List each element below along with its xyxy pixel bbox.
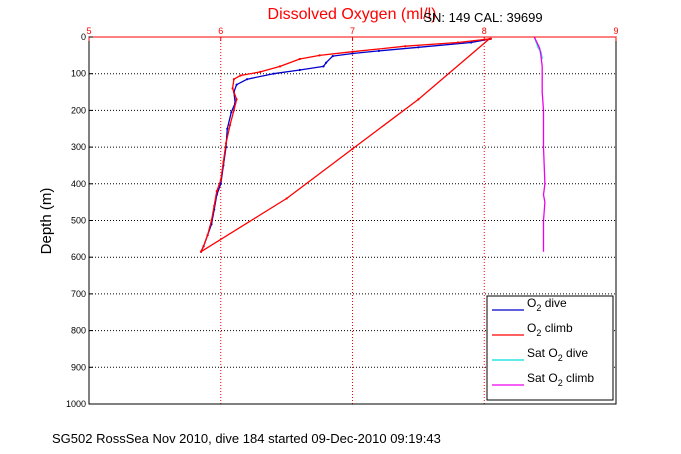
x-tick-label: 8 bbox=[482, 26, 487, 36]
y-tick-label: 100 bbox=[71, 69, 86, 79]
series-point bbox=[417, 98, 420, 101]
y-tick-label: 1000 bbox=[66, 399, 86, 409]
y-tick-label: 500 bbox=[71, 216, 86, 226]
series-point bbox=[351, 50, 354, 53]
series-point bbox=[272, 72, 275, 75]
axis-ticks: 5 6 7 8 9 0 100 200 300 400 500 600 700 800 900 1000 bbox=[66, 26, 619, 409]
y-tick-label: 0 bbox=[81, 32, 86, 42]
series-point bbox=[351, 52, 354, 55]
y-tick-label: 900 bbox=[71, 362, 86, 372]
legend-entry-o2-dive: O2 dive bbox=[527, 296, 567, 313]
series-point bbox=[202, 245, 205, 248]
series-point bbox=[226, 127, 229, 130]
series-point bbox=[210, 219, 213, 222]
series-point bbox=[246, 78, 249, 81]
x-tick-label: 9 bbox=[613, 26, 618, 36]
grid bbox=[89, 37, 616, 404]
y-tick-label: 400 bbox=[71, 179, 86, 189]
series-point bbox=[322, 65, 325, 68]
series-point bbox=[259, 70, 262, 73]
chart-title: Dissolved Oxygen (ml/l) bbox=[268, 6, 437, 23]
series-point bbox=[318, 54, 321, 57]
series-point bbox=[231, 87, 234, 90]
series-point bbox=[232, 109, 235, 112]
series-point bbox=[377, 49, 380, 53]
series-point bbox=[235, 98, 238, 101]
y-axis-label: Depth (m) bbox=[38, 188, 55, 255]
series-point bbox=[456, 41, 459, 44]
y-tick-label: 300 bbox=[71, 142, 86, 152]
series-point bbox=[235, 83, 238, 86]
y-tick-label: 700 bbox=[71, 289, 86, 299]
series-point bbox=[230, 111, 233, 114]
sat-o2-climb-line bbox=[533, 36, 546, 252]
series-point bbox=[298, 57, 301, 61]
series-point bbox=[298, 68, 301, 72]
series-point bbox=[351, 147, 354, 150]
x-tick-label: 5 bbox=[86, 26, 91, 36]
series-point bbox=[404, 45, 407, 48]
series-point bbox=[285, 197, 288, 200]
series-point bbox=[222, 160, 225, 163]
series-point bbox=[213, 204, 216, 207]
series-point bbox=[215, 190, 218, 193]
series-point bbox=[228, 124, 232, 127]
y-tick-label: 200 bbox=[71, 105, 86, 115]
series-point bbox=[219, 179, 222, 182]
y-tick-label: 600 bbox=[71, 252, 86, 262]
series-point bbox=[417, 46, 420, 49]
series-point bbox=[199, 250, 203, 253]
data-series bbox=[199, 36, 546, 253]
series-point bbox=[239, 74, 242, 77]
series-point bbox=[278, 65, 282, 68]
legend-entry-sat-o2-climb: Sat O2 climb bbox=[527, 371, 594, 388]
dive-info-footer: SG502 RossSea Nov 2010, dive 184 started… bbox=[52, 431, 441, 446]
series-point bbox=[232, 78, 235, 81]
series-point bbox=[470, 41, 473, 44]
legend-box bbox=[486, 295, 614, 401]
x-tick-label: 7 bbox=[350, 26, 355, 36]
series-point bbox=[331, 55, 334, 58]
x-tick-label: 6 bbox=[218, 26, 223, 36]
series-point bbox=[325, 61, 328, 64]
legend: O2 dive O2 climb Sat O2 dive Sat O2 climb bbox=[486, 295, 614, 401]
series-point bbox=[206, 234, 209, 237]
y-tick-label: 800 bbox=[71, 326, 86, 336]
series-point bbox=[224, 142, 228, 145]
sensor-calibration-label: SN: 149 CAL: 39699 bbox=[423, 10, 542, 25]
legend-entry-o2-climb: O2 climb bbox=[527, 321, 573, 338]
legend-entry-sat-o2-dive: Sat O2 dive bbox=[527, 346, 588, 363]
series-point bbox=[488, 37, 491, 40]
